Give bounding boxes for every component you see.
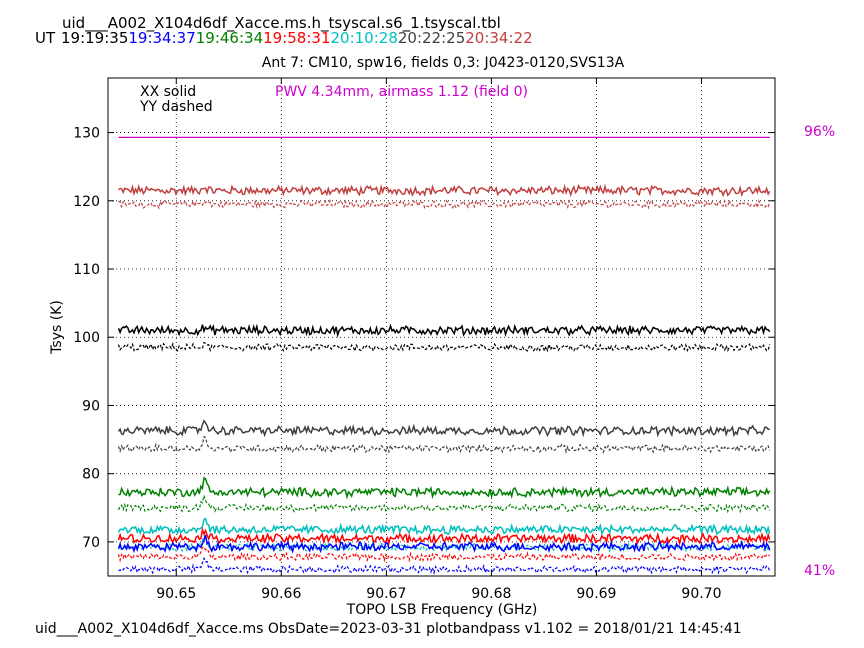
- series-6-yy: [118, 556, 771, 576]
- filename-title: uid___A002_X104d6df_Xacce.ms.h_tsyscal.s…: [62, 14, 501, 32]
- timestamp-3: 19:58:31: [263, 29, 331, 47]
- timestamp-6: 20:34:22: [465, 29, 533, 47]
- series-6-xx: [117, 534, 771, 554]
- y-tick-label: 120: [73, 194, 100, 210]
- footer-text: uid___A002_X104d6df_Xacce.ms ObsDate=202…: [35, 621, 742, 637]
- chart-title: Ant 7: CM10, spw16, fields 0,3: J0423-01…: [261, 55, 625, 71]
- x-tick-label: 90.68: [471, 586, 511, 602]
- ut-label: UT: [35, 29, 56, 47]
- grid-lines: [108, 78, 775, 576]
- timestamp-0: 19:19:35: [61, 29, 129, 47]
- series-0-yy: [118, 198, 771, 210]
- y-tick-label: 70: [82, 535, 100, 551]
- atm-label-bottom: 41%: [804, 563, 836, 579]
- series-5-xx: [117, 526, 771, 547]
- axis-ticks: [108, 78, 775, 576]
- series-lines: [117, 183, 771, 576]
- y-tick-label: 90: [82, 398, 100, 414]
- series-2-xx: [117, 419, 770, 438]
- x-tick-label: 90.70: [681, 586, 721, 602]
- legend-yy: YY dashed: [140, 99, 213, 115]
- series-1-yy: [117, 341, 771, 354]
- series-5-yy: [117, 546, 771, 563]
- timestamp-4: 20:10:28: [330, 29, 398, 47]
- x-tick-label: 90.65: [156, 586, 196, 602]
- y-tick-label: 130: [73, 126, 100, 142]
- timestamp-2: 19:46:34: [195, 29, 264, 47]
- x-tick-label: 90.66: [261, 586, 301, 602]
- series-3-yy: [117, 495, 771, 514]
- legend-xx: XX solid: [140, 84, 197, 100]
- series-0-xx: [118, 183, 771, 198]
- series-4-xx: [117, 517, 771, 536]
- timestamp-row: 19:19:3519:34:3719:46:3419:58:3120:10:28…: [61, 29, 533, 47]
- y-tick-label: 100: [73, 330, 100, 346]
- series-2-yy: [117, 435, 771, 454]
- x-tick-label: 90.67: [366, 586, 406, 602]
- y-tick-label: 110: [73, 262, 100, 278]
- series-3-xx: [118, 476, 771, 500]
- y-axis-label: Tsys (K): [49, 300, 65, 354]
- pwv-annotation: PWV 4.34mm, airmass 1.12 (field 0): [275, 84, 529, 100]
- y-tick-label: 80: [82, 467, 100, 483]
- series-1-xx: [117, 323, 771, 338]
- timestamp-1: 19:34:37: [128, 29, 196, 47]
- atm-label-top: 96%: [804, 124, 836, 140]
- x-tick-label: 90.69: [576, 586, 616, 602]
- plot-frame: [107, 77, 776, 577]
- timestamp-5: 20:22:25: [397, 29, 466, 47]
- tick-labels: 90.65 90.66 90.67 90.68 90.69 90.70 70 80 90 100 1…: [73, 126, 721, 602]
- x-axis-label: TOPO LSB Frequency (GHz): [346, 602, 538, 618]
